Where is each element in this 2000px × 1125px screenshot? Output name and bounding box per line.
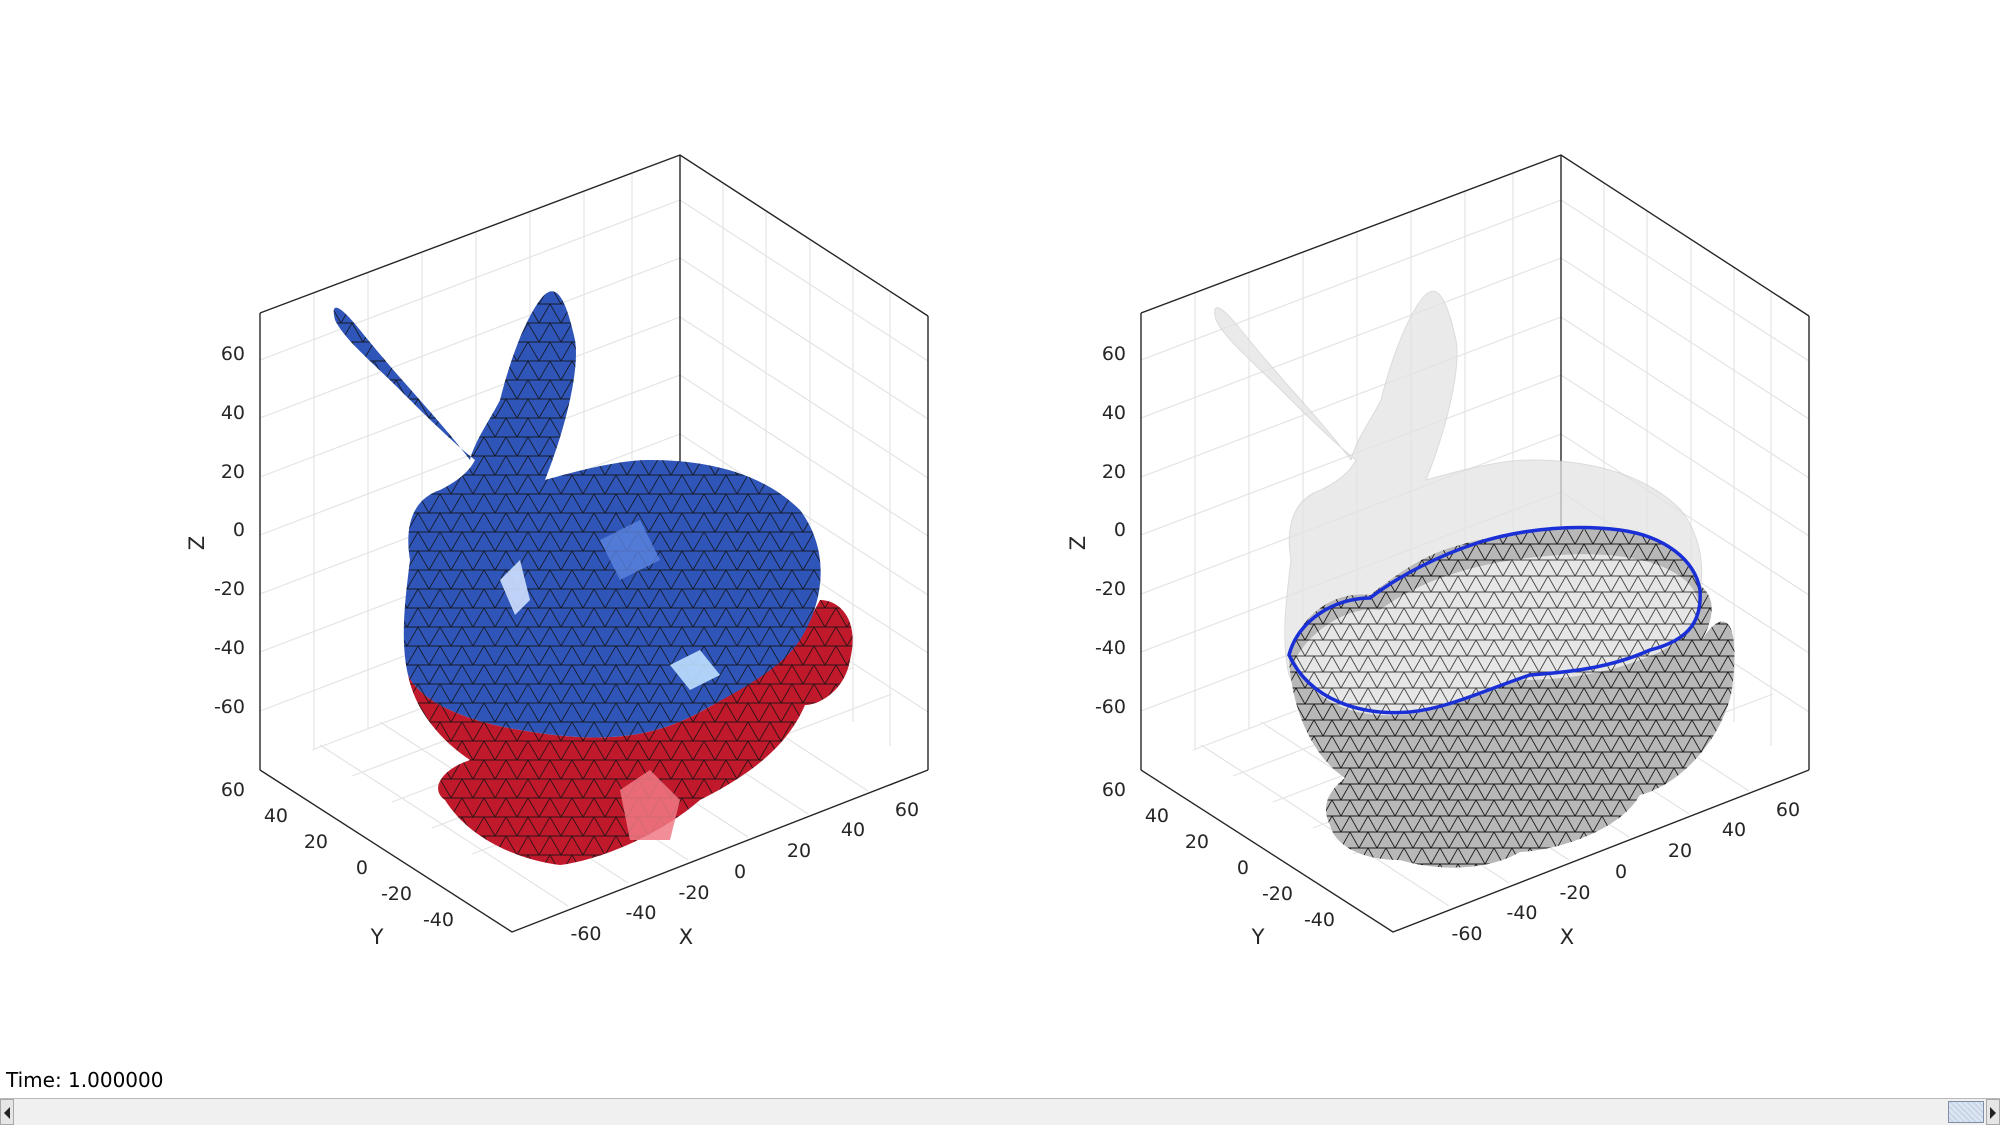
left-y-tick: 40 [264,805,288,827]
arrow-right-icon[interactable] [1986,1099,2000,1125]
left-z-tick: 60 [221,343,245,365]
left-z-tick: 0 [233,519,245,541]
left-y-ticks: 60 40 20 0 -20 -40 [221,779,454,931]
right-z-tick: 20 [1102,461,1126,483]
right-z-axis-label: Z [1066,536,1090,550]
right-x-tick: 40 [1722,819,1746,841]
right-y-tick: 40 [1145,805,1169,827]
right-x-tick: 0 [1615,861,1627,883]
left-z-axis-label: Z [185,536,209,550]
left-y-tick: 0 [356,857,368,879]
left-z-ticks: 60 40 20 0 -20 -40 -60 [214,343,245,718]
left-y-tick: 20 [304,831,328,853]
left-axes: 60 40 20 0 -20 -40 -60 Z 60 40 20 0 -20 … [185,154,929,949]
right-x-tick: -40 [1506,902,1537,924]
arrow-left-icon[interactable] [0,1099,14,1125]
left-x-tick: -60 [570,923,601,945]
right-bunny-bowl [1287,525,1735,868]
left-x-ticks: -60 -40 -20 0 20 40 60 [570,799,919,945]
right-z-tick: 60 [1102,343,1126,365]
left-z-tick: 40 [221,402,245,424]
right-z-ticks: 60 40 20 0 -20 -40 -60 [1095,343,1126,718]
right-z-tick: -60 [1095,696,1126,718]
left-bunny-highlight [620,770,680,840]
time-scrollbar[interactable] [0,1098,2000,1125]
right-y-ticks: 60 40 20 0 -20 -40 [1102,779,1335,931]
right-y-tick: 0 [1237,857,1249,879]
right-x-tick: 20 [1668,840,1692,862]
scrollbar-thumb[interactable] [1948,1101,1984,1123]
right-rim-curve [1287,525,1702,715]
right-x-tick: 60 [1776,799,1800,821]
right-x-ticks: -60 -40 -20 0 20 40 60 [1451,799,1800,945]
left-z-tick: -40 [214,637,245,659]
right-x-tick: -60 [1451,923,1482,945]
left-x-tick: -40 [625,902,656,924]
right-z-tick: 40 [1102,402,1126,424]
right-y-tick: -40 [1304,909,1335,931]
left-z-tick: -60 [214,696,245,718]
left-bunny [333,291,853,865]
left-x-tick: -20 [678,882,709,904]
left-y-axis-label: Y [370,925,384,949]
right-y-tick: -20 [1262,883,1293,905]
left-x-tick: 40 [841,819,865,841]
right-z-tick: 0 [1114,519,1126,541]
left-x-tick: 0 [734,861,746,883]
left-y-tick: 60 [221,779,245,801]
right-z-tick: -20 [1095,578,1126,600]
right-z-tick: -40 [1095,637,1126,659]
left-x-tick: 20 [787,840,811,862]
right-x-axis-label: X [1560,925,1574,949]
left-y-tick: -40 [423,909,454,931]
right-y-axis-label: Y [1251,925,1265,949]
left-x-axis-label: X [679,925,693,949]
left-z-tick: 20 [221,461,245,483]
right-y-tick: 60 [1102,779,1126,801]
right-x-tick: -20 [1559,882,1590,904]
right-axes: 60 40 20 0 -20 -40 -60 Z 60 40 20 0 -20 … [1066,154,1810,949]
time-label: Time: 1.000000 [6,1068,164,1092]
right-y-tick: 20 [1185,831,1209,853]
left-x-tick: 60 [895,799,919,821]
left-z-tick: -20 [214,578,245,600]
left-y-tick: -20 [381,883,412,905]
